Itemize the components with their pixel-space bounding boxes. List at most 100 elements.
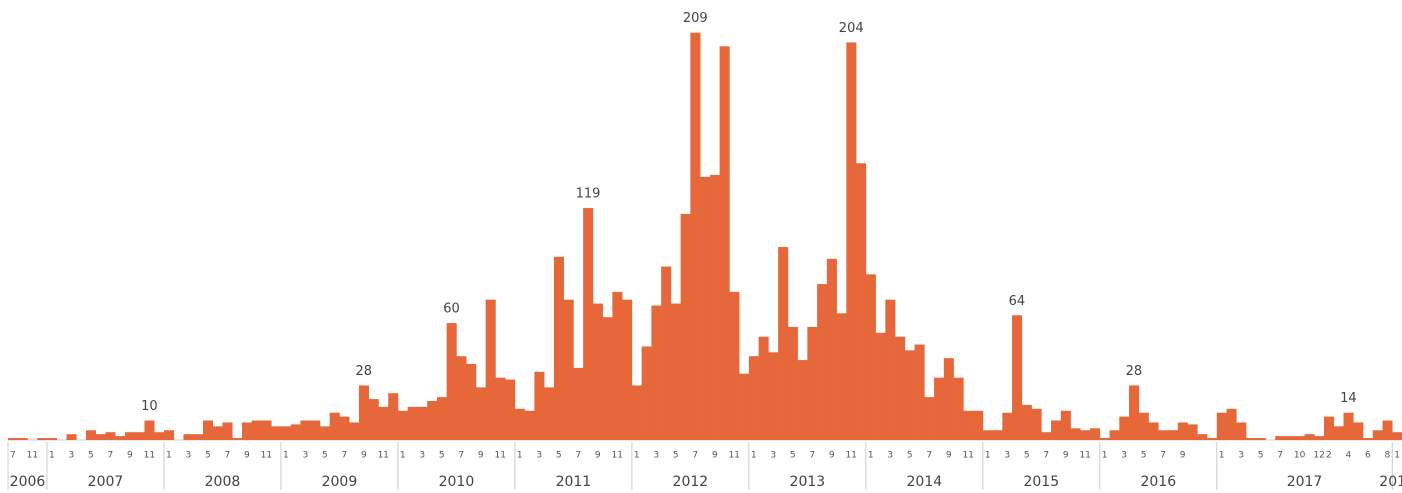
bar (1060, 410, 1071, 440)
bar (378, 406, 389, 440)
x-tick-label: 5 (205, 451, 211, 461)
x-tick-label: 11 (845, 451, 856, 461)
bar (388, 393, 399, 440)
x-tick-label: 1 (1394, 451, 1400, 461)
bar (144, 420, 155, 440)
x-tick-label: 7 (575, 451, 581, 461)
bar (1255, 438, 1266, 440)
bar (583, 208, 594, 440)
year-label: 2008 (205, 474, 241, 490)
bar (436, 397, 447, 440)
bar (1138, 412, 1149, 440)
x-tick-label: 5 (1141, 451, 1147, 461)
x-tick-label: 3 (419, 451, 425, 461)
x-tick-label: 1 (49, 451, 55, 461)
x-tick-label: 7 (10, 451, 16, 461)
x-tick-label: 3 (1121, 451, 1127, 461)
x-tick-label: 1 (985, 451, 991, 461)
year-label: 2017 (1287, 474, 1323, 490)
x-tick-label: 9 (1180, 451, 1186, 461)
x-tick-label: 4 (1346, 451, 1352, 461)
bar (807, 326, 818, 440)
bar (904, 350, 915, 440)
x-tick-label: 3 (302, 451, 308, 461)
x-tick-label: 7 (1160, 451, 1166, 461)
bar (232, 438, 243, 440)
bar (865, 274, 876, 440)
bar (1002, 412, 1013, 440)
bar (241, 422, 253, 440)
x-tick-label: 7 (224, 451, 230, 461)
year-label: 2018 (1379, 474, 1402, 490)
bar (1021, 404, 1032, 440)
bar (973, 410, 984, 440)
x-tick-label: 11 (729, 451, 740, 461)
x-tick-label: 11 (1079, 451, 1090, 461)
bar (154, 432, 165, 440)
bar (280, 426, 291, 440)
bar (46, 438, 58, 440)
bar (641, 346, 652, 440)
x-tick-label: 6 (1365, 451, 1371, 461)
x-tick-label: 5 (322, 451, 328, 461)
bar (1324, 416, 1335, 440)
x-tick-label: 1 (400, 451, 406, 461)
bar (368, 399, 379, 440)
bar (826, 258, 837, 440)
value-label: 64 (1009, 294, 1026, 309)
bar (544, 387, 555, 440)
bar (1363, 438, 1374, 440)
bar (485, 299, 496, 440)
bar (651, 305, 662, 440)
bar (622, 299, 633, 440)
x-tick-label: 7 (1277, 451, 1283, 461)
value-label: 10 (141, 399, 158, 414)
bar (446, 323, 457, 440)
bar (1304, 434, 1315, 440)
bar (553, 256, 564, 440)
bar (1197, 434, 1208, 440)
year-label: 2015 (1023, 474, 1059, 490)
bar (1294, 436, 1305, 440)
year-label: 2013 (790, 474, 826, 490)
bar (602, 317, 613, 440)
x-tick-label: 11 (612, 451, 623, 461)
x-tick-label: 7 (341, 451, 347, 461)
x-tick-label: 8 (1385, 451, 1391, 461)
bar (934, 377, 945, 440)
bar (1314, 436, 1325, 440)
bar (329, 412, 340, 440)
bar (95, 434, 106, 440)
bar (524, 410, 535, 440)
year-label: 2006 (10, 474, 46, 490)
bar (290, 424, 301, 440)
bar (846, 42, 857, 441)
bar (924, 397, 935, 440)
bar (1129, 385, 1140, 440)
x-tick-label: 5 (556, 451, 562, 461)
bar (1158, 430, 1169, 440)
bar (300, 420, 311, 440)
x-tick-label: 9 (361, 451, 367, 461)
bar (943, 358, 954, 440)
value-label: 209 (683, 11, 708, 26)
bar (661, 266, 672, 440)
x-tick-label: 9 (127, 451, 133, 461)
bar (319, 426, 330, 440)
bar (1012, 315, 1023, 440)
x-tick-label: 9 (829, 451, 835, 461)
bar (193, 434, 204, 440)
bar (1382, 420, 1393, 440)
bar (310, 420, 321, 440)
bar (797, 360, 808, 440)
bar (1246, 438, 1257, 440)
bar (690, 32, 701, 440)
bar (407, 406, 418, 440)
bar (875, 332, 886, 440)
bar (709, 174, 720, 441)
bar (1168, 430, 1179, 440)
bar (739, 373, 750, 440)
bar (573, 367, 584, 440)
bar (1353, 422, 1364, 440)
bar (992, 430, 1003, 440)
